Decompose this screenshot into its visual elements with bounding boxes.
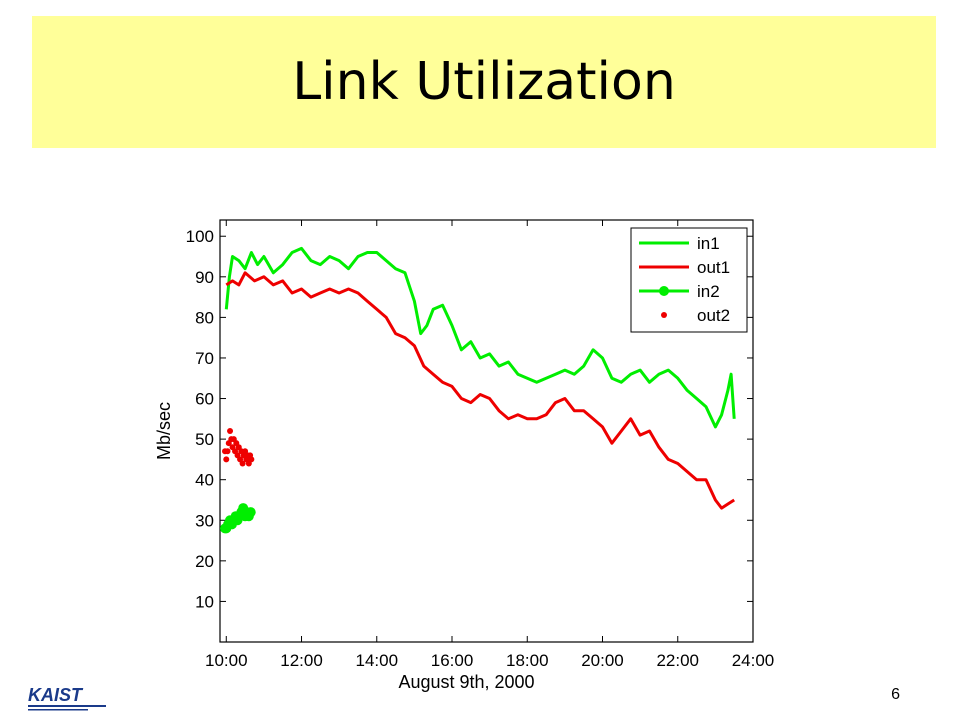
x-tick-label: 22:00 [656, 651, 699, 670]
y-tick-label: 90 [195, 268, 214, 287]
x-tick-label: 24:00 [732, 651, 775, 670]
legend-out2-marker [661, 312, 667, 318]
link-utilization-chart: 10 20 30 40 50 60 70 80 90 100 10:00 12:00 14:00 16:0… [154, 219, 775, 692]
x-tick-label: 10:00 [205, 651, 248, 670]
svg-text:KAIST: KAIST [28, 685, 84, 705]
legend-out1-label: out1 [697, 258, 730, 277]
series-out2-point [248, 456, 255, 463]
slide-title: Link Utilization [292, 52, 676, 112]
series-out1-line [225, 271, 736, 510]
legend-in1-label: in1 [697, 234, 720, 253]
x-tick-label: 12:00 [280, 651, 323, 670]
y-tick-label: 50 [195, 430, 214, 449]
legend-box [630, 227, 748, 333]
legend-in2-label: in2 [697, 282, 720, 301]
y-tick-label: 80 [195, 308, 214, 327]
y-axis-label: Mb/sec [154, 402, 174, 460]
series-out2-point [224, 448, 231, 455]
y-tick-label: 40 [195, 471, 214, 490]
page-number: 6 [891, 686, 900, 703]
legend-in2-marker [659, 286, 669, 296]
y-tick-label: 60 [195, 390, 214, 409]
x-tick-label: 16:00 [431, 651, 474, 670]
series-out2-point [223, 456, 230, 463]
y-tick-label: 10 [195, 592, 214, 611]
y-tick-label: 70 [195, 349, 214, 368]
series-in2-point [245, 507, 256, 518]
title-banner: Link Utilization [32, 16, 936, 148]
y-tick-label: 100 [186, 227, 214, 246]
series-out2-point [239, 460, 246, 467]
x-axis-label: August 9th, 2000 [398, 672, 534, 692]
x-tick-label: 18:00 [506, 651, 549, 670]
plot-frame [219, 219, 754, 643]
x-tick-label: 20:00 [581, 651, 624, 670]
x-tick-label: 14:00 [355, 651, 398, 670]
y-tick-label: 20 [195, 552, 214, 571]
series-in1-line [224, 246, 736, 429]
series-out2-point [227, 428, 234, 434]
kaist-logo: KAIST [28, 685, 106, 711]
y-tick-label: 30 [195, 511, 214, 530]
legend-out2-label: out2 [697, 306, 730, 325]
